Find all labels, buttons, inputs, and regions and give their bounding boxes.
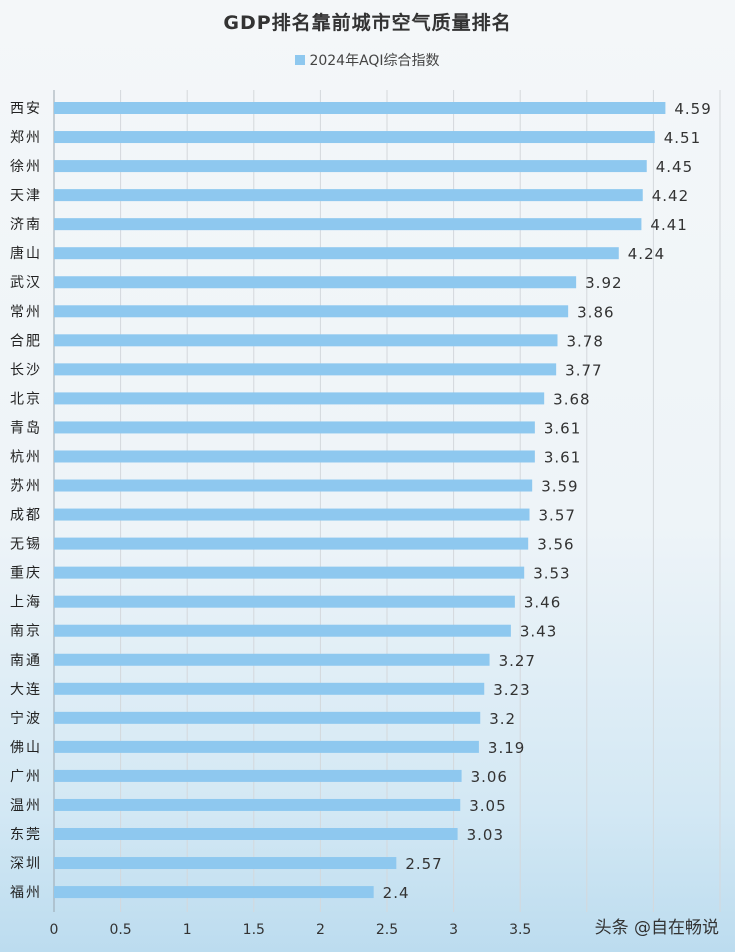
watermark: 头条 @自在畅说 <box>594 918 719 938</box>
value-label: 4.45 <box>656 158 693 176</box>
category-label: 徐州 <box>10 159 42 175</box>
category-label: 无锡 <box>10 537 42 553</box>
category-label: 长沙 <box>10 362 42 378</box>
category-label: 南通 <box>10 653 42 669</box>
x-tick-label: 1 <box>183 922 192 938</box>
bar <box>54 537 529 550</box>
bar <box>54 450 535 463</box>
value-label: 3.03 <box>467 826 504 844</box>
x-tick-label: 3 <box>449 922 458 938</box>
bar <box>54 479 533 492</box>
legend-label: 2024年AQI综合指数 <box>309 53 440 69</box>
bar <box>54 682 485 695</box>
category-label: 广州 <box>10 769 42 785</box>
category-label: 上海 <box>10 595 42 611</box>
value-label: 3.68 <box>553 390 590 408</box>
legend: 2024年AQI综合指数 <box>0 50 735 70</box>
bar <box>54 798 461 811</box>
value-label: 3.43 <box>520 623 557 641</box>
value-label: 3.2 <box>489 710 516 728</box>
category-label: 杭州 <box>10 449 42 465</box>
category-label: 南京 <box>10 624 42 640</box>
bar <box>54 508 530 521</box>
bar <box>54 276 577 289</box>
bar <box>54 653 490 666</box>
bar <box>54 160 647 173</box>
bar <box>54 828 458 840</box>
category-label: 佛山 <box>10 740 42 756</box>
value-label: 3.53 <box>533 565 570 583</box>
value-label: 3.61 <box>544 448 581 466</box>
category-label: 常州 <box>10 304 42 320</box>
value-label: 4.24 <box>628 245 665 263</box>
value-label: 3.78 <box>566 332 603 350</box>
bar <box>54 421 535 434</box>
value-label: 3.77 <box>565 361 602 379</box>
value-label: 3.56 <box>537 536 574 554</box>
category-label: 成都 <box>10 508 42 524</box>
category-label: 重庆 <box>10 566 42 582</box>
value-label: 3.46 <box>524 594 561 612</box>
category-label: 天津 <box>10 188 42 204</box>
bar <box>54 247 619 260</box>
category-label: 青岛 <box>10 420 42 436</box>
bar <box>54 769 462 782</box>
value-label: 3.06 <box>471 768 508 786</box>
x-tick-label: 3.5 <box>509 922 531 938</box>
category-label: 北京 <box>10 391 42 407</box>
value-label: 3.19 <box>488 739 525 757</box>
x-tick-label: 0 <box>50 922 59 938</box>
bar <box>54 189 643 202</box>
bar <box>54 131 655 144</box>
bar <box>54 886 374 899</box>
category-label: 福州 <box>10 885 42 901</box>
value-label: 4.59 <box>674 100 711 118</box>
value-label: 4.42 <box>652 187 689 205</box>
value-label: 2.57 <box>405 855 442 873</box>
category-label: 苏州 <box>10 479 42 495</box>
value-label: 4.41 <box>650 216 687 234</box>
category-label: 合肥 <box>10 333 42 349</box>
value-label: 3.92 <box>585 274 622 292</box>
bar <box>54 711 481 724</box>
bar <box>54 566 525 579</box>
chart-title: GDP排名靠前城市空气质量排名 <box>223 12 512 34</box>
bar <box>54 740 479 753</box>
category-label: 宁波 <box>10 710 42 727</box>
category-label: 东莞 <box>10 827 42 843</box>
category-label: 郑州 <box>10 130 42 146</box>
bar <box>54 595 515 608</box>
legend-swatch <box>295 55 306 65</box>
value-label: 3.27 <box>499 652 536 670</box>
bar <box>54 392 545 405</box>
value-label: 3.86 <box>577 303 614 321</box>
bar <box>54 857 397 870</box>
bar <box>54 102 666 114</box>
value-label: 3.57 <box>539 507 576 525</box>
category-label: 唐山 <box>10 245 42 262</box>
category-label: 温州 <box>10 798 42 814</box>
bar <box>54 305 569 318</box>
category-label: 大连 <box>10 682 42 698</box>
bar <box>54 363 557 376</box>
value-label: 3.59 <box>541 478 578 496</box>
category-label: 武汉 <box>10 275 42 291</box>
bar <box>54 218 642 231</box>
x-tick-label: 1.5 <box>243 922 265 938</box>
x-tick-label: 2.5 <box>376 922 398 938</box>
value-label: 2.4 <box>383 884 410 902</box>
value-label: 3.61 <box>544 419 581 437</box>
bar <box>54 334 558 347</box>
value-label: 3.23 <box>493 681 530 699</box>
bar <box>54 624 511 637</box>
category-label: 深圳 <box>10 856 42 872</box>
x-tick-label: 2 <box>316 922 325 938</box>
x-tick-label: 0.5 <box>109 922 131 938</box>
category-label: 西安 <box>10 101 42 117</box>
category-label: 济南 <box>10 217 42 233</box>
value-label: 4.51 <box>664 129 701 147</box>
value-label: 3.05 <box>469 797 506 815</box>
